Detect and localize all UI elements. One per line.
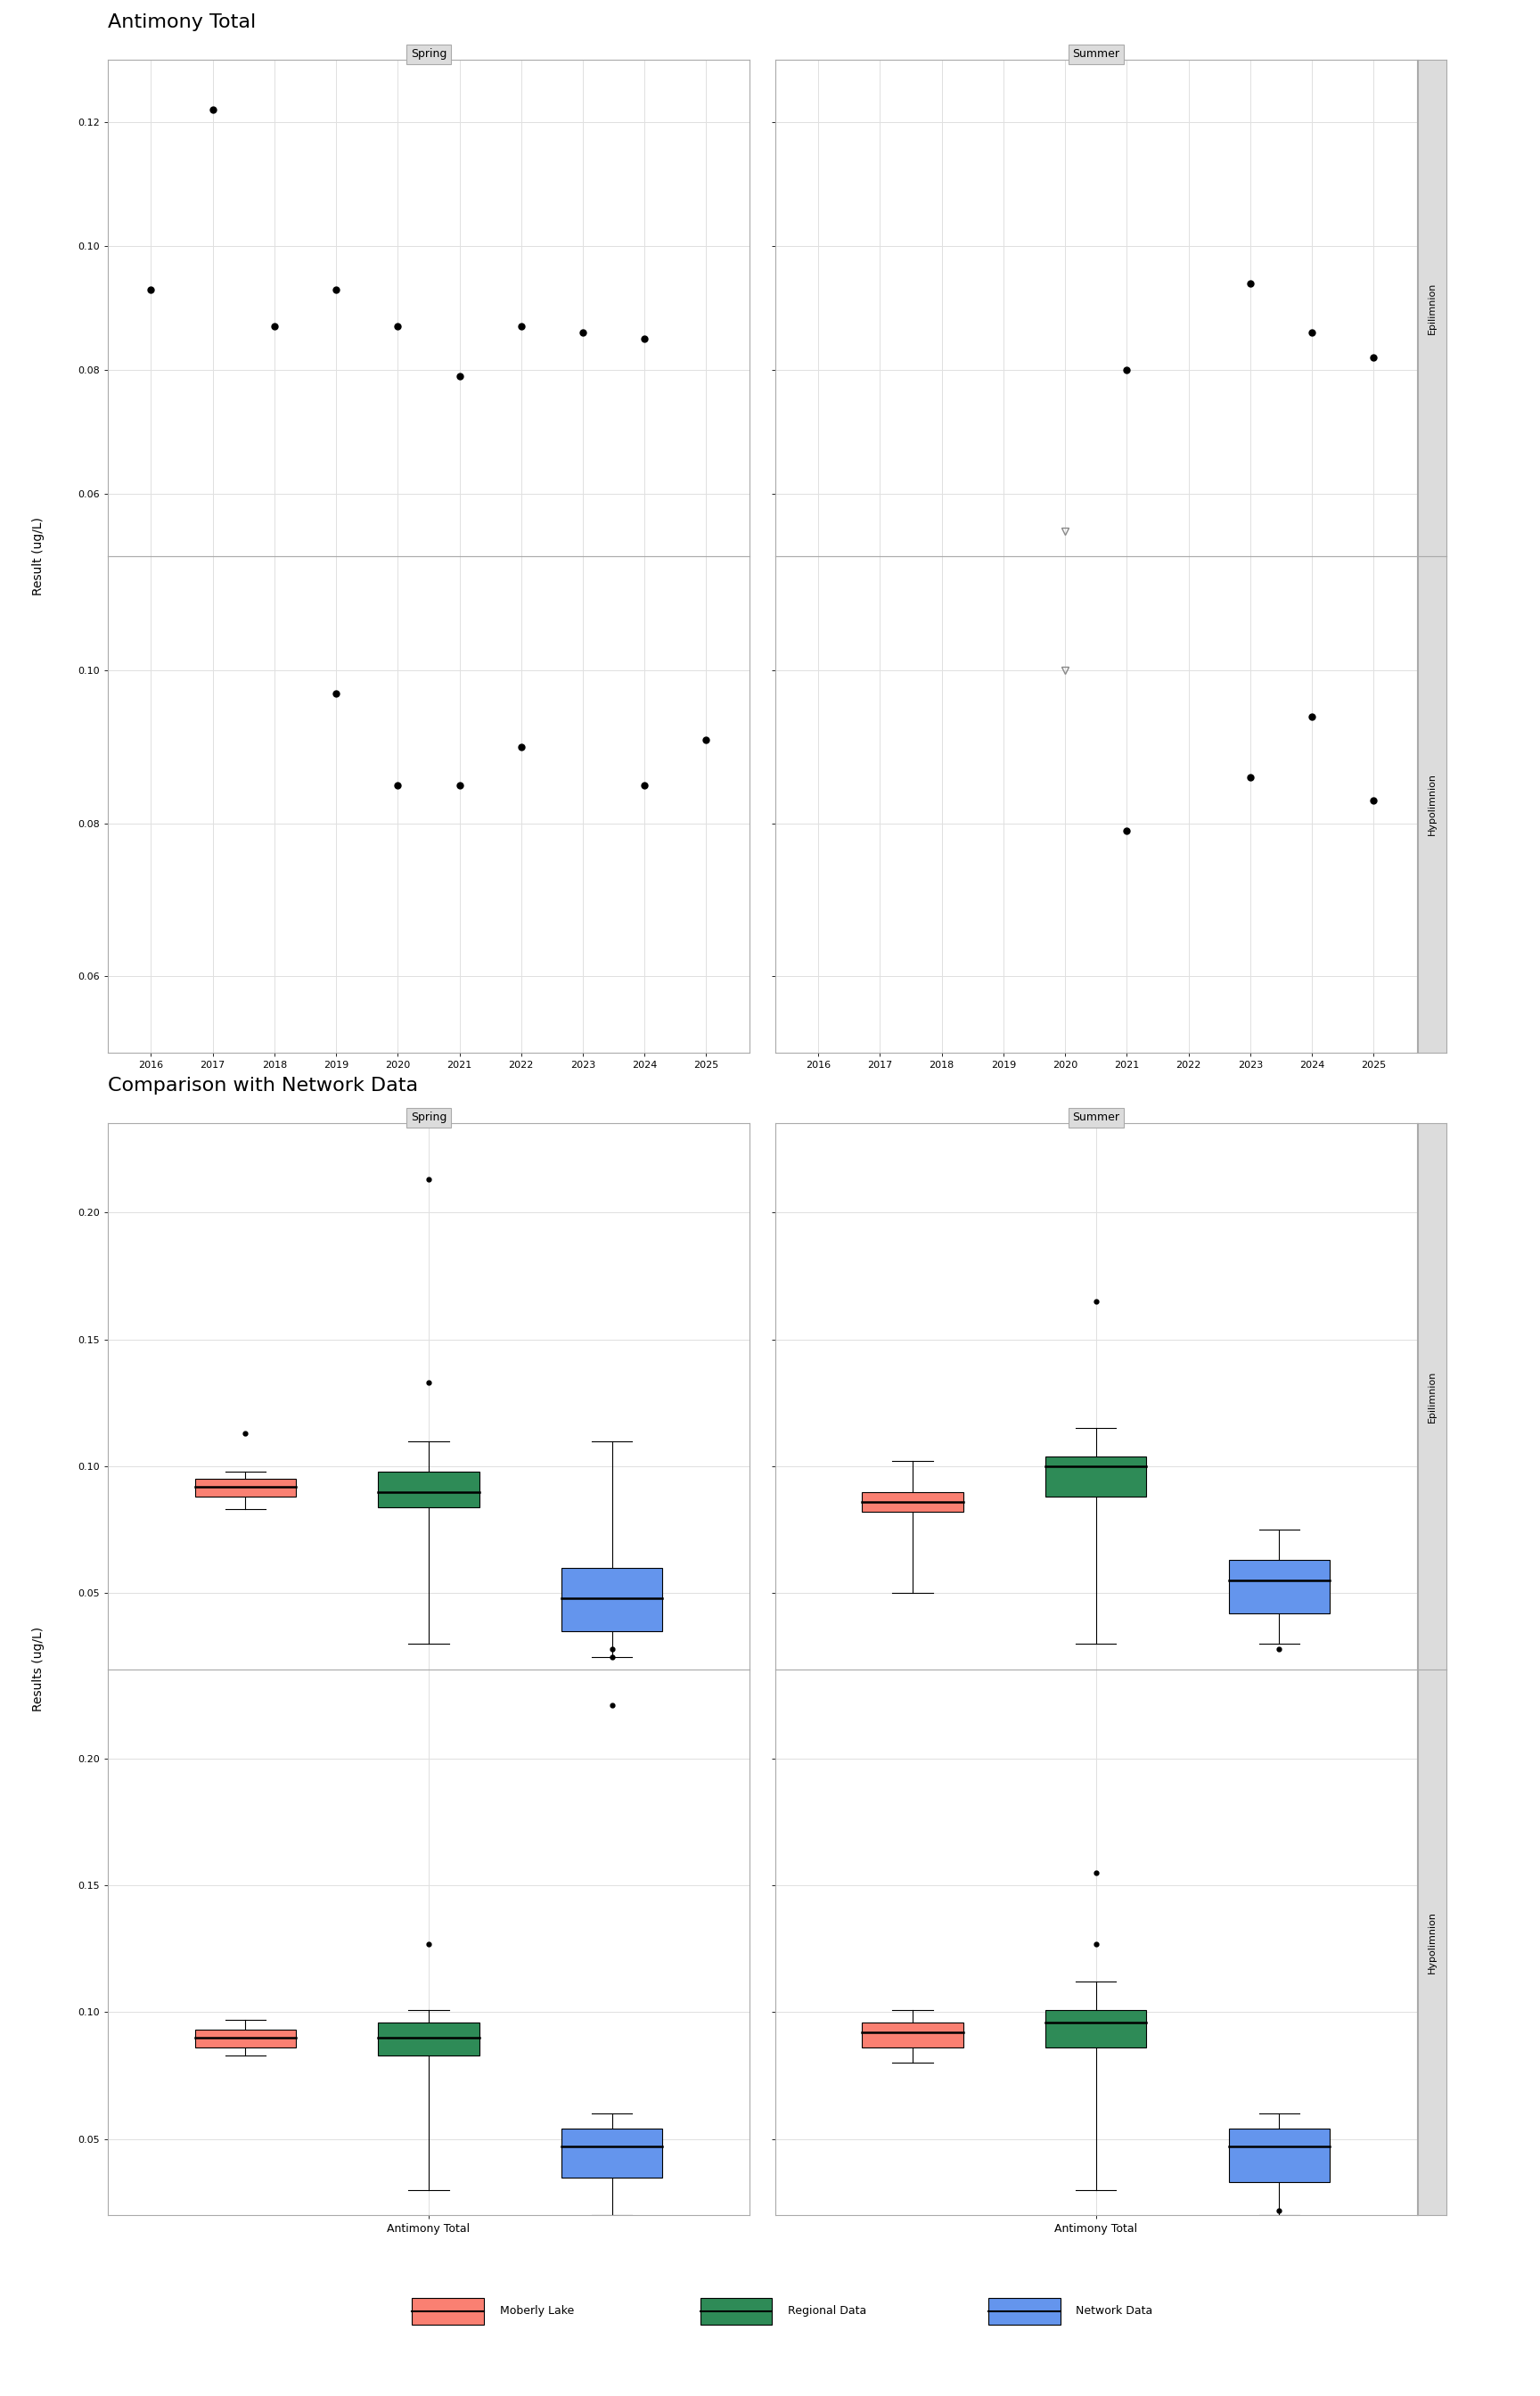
Text: Regional Data: Regional Data (788, 2305, 867, 2317)
Text: Hypolimnion: Hypolimnion (1428, 774, 1437, 836)
Text: Hypolimnion: Hypolimnion (1428, 1912, 1437, 1974)
Text: Epilimnion: Epilimnion (1428, 283, 1437, 333)
FancyBboxPatch shape (1046, 2010, 1146, 2049)
Title: Summer: Summer (1072, 48, 1120, 60)
FancyBboxPatch shape (862, 1493, 962, 1512)
FancyBboxPatch shape (862, 2022, 962, 2049)
Text: Network Data: Network Data (1076, 2305, 1152, 2317)
Text: Result (ug/L): Result (ug/L) (32, 518, 45, 594)
Text: Moberly Lake: Moberly Lake (501, 2305, 574, 2317)
Title: Summer: Summer (1072, 1112, 1120, 1124)
FancyBboxPatch shape (379, 1471, 479, 1507)
Text: Epilimnion: Epilimnion (1428, 1371, 1437, 1423)
FancyBboxPatch shape (701, 2298, 772, 2324)
Title: Spring: Spring (411, 48, 447, 60)
Title: Spring: Spring (411, 1112, 447, 1124)
FancyBboxPatch shape (379, 2022, 479, 2056)
Text: Results (ug/L): Results (ug/L) (32, 1627, 45, 1711)
FancyBboxPatch shape (562, 2130, 662, 2178)
FancyBboxPatch shape (196, 1478, 296, 1498)
FancyBboxPatch shape (413, 2298, 484, 2324)
FancyBboxPatch shape (562, 1567, 662, 1632)
Text: Comparison with Network Data: Comparison with Network Data (108, 1076, 417, 1095)
FancyBboxPatch shape (1229, 1560, 1329, 1613)
FancyBboxPatch shape (196, 2029, 296, 2049)
FancyBboxPatch shape (1229, 2130, 1329, 2183)
FancyBboxPatch shape (1046, 1457, 1146, 1498)
Text: Antimony Total: Antimony Total (108, 14, 256, 31)
FancyBboxPatch shape (989, 2298, 1060, 2324)
